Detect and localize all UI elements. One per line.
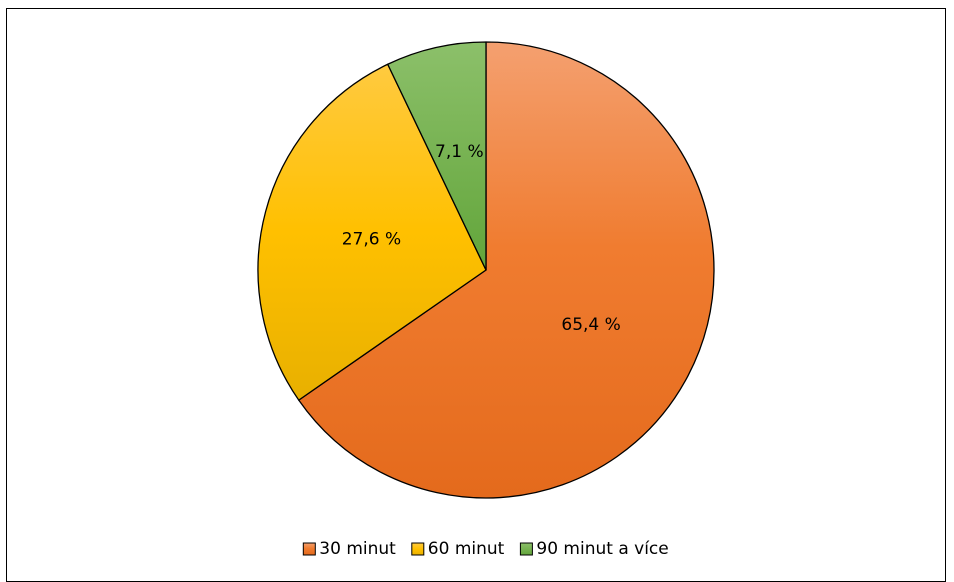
pie-slice-60-minut: [257, 63, 487, 401]
pie-slices: [257, 41, 715, 499]
data-label-30-minut: 65,4 %: [561, 315, 620, 335]
data-label-60-minut: 27,6 %: [342, 230, 401, 250]
legend-label-30-minut: 30 minut: [319, 539, 396, 559]
legend-label-60-minut: 60 minut: [428, 539, 505, 559]
pie-slice-90-minut-a-vice: [387, 41, 487, 271]
legend-swatch-60-minut: [411, 542, 425, 556]
legend-swatch-90-minut-a-vice: [519, 542, 533, 556]
legend-item-60-minut: 60 minut: [411, 539, 505, 559]
pie-slice-30-minut: [298, 41, 715, 499]
pie-data-labels: 65,4 % 27,6 % 7,1 %: [342, 142, 621, 335]
legend-swatch-30-minut: [302, 542, 316, 556]
legend-label-90-minut-a-vice: 90 minut a více: [536, 539, 668, 559]
legend: 30 minut 60 minut 90 minut a více: [302, 539, 669, 559]
legend-item-30-minut: 30 minut: [302, 539, 396, 559]
legend-item-90-minut-a-vice: 90 minut a více: [519, 539, 669, 559]
data-label-90-minut-a-vice: 7,1 %: [435, 142, 484, 162]
